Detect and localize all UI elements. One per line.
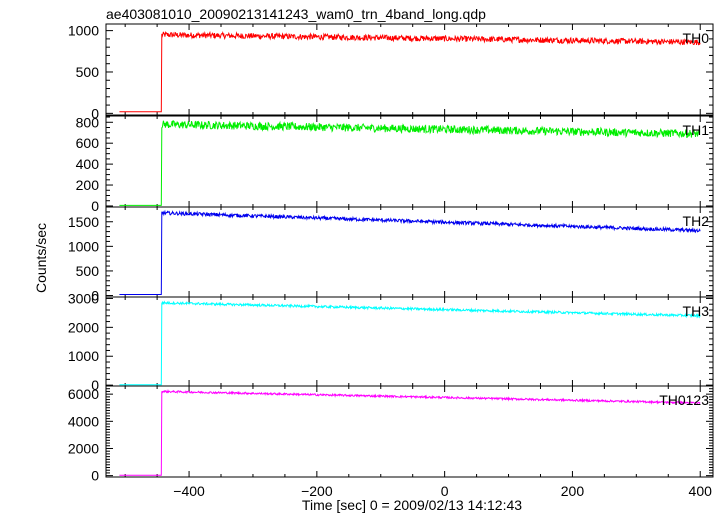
series-line-th0 (119, 30, 701, 113)
series-line-th0123 (119, 389, 701, 476)
panel-label: TH2 (683, 213, 710, 229)
y-tick-label: 0 (91, 288, 99, 304)
x-tick-label: 400 (689, 483, 713, 499)
y-tick-label: 800 (76, 114, 100, 130)
y-tick-label: 500 (76, 64, 100, 80)
panel-th2: 0 500 1000 1500 TH2 (68, 206, 714, 304)
series-line-th2 (119, 209, 701, 295)
panel-th1: 0 200 400 600 800 TH1 (76, 114, 714, 214)
y-axis-label: Counts/sec (33, 223, 49, 293)
x-tick-label: −200 (301, 483, 333, 499)
y-tick-label: 1000 (68, 348, 99, 364)
x-tick-label: 0 (441, 483, 449, 499)
x-axis-label: Time [sec] 0 = 2009/02/13 14:12:43 (302, 497, 522, 513)
x-tick-label: 200 (561, 483, 585, 499)
y-tick-label: 1000 (68, 23, 99, 39)
panel-frame (105, 296, 714, 387)
y-tick-label: 0 (91, 468, 99, 484)
panel-frame (105, 385, 714, 478)
chart-title: ae403081010_20090213141243_wam0_trn_4ban… (106, 6, 486, 22)
y-tick-label: 500 (76, 263, 100, 279)
panel-label: TH0123 (659, 392, 709, 408)
y-tick-label: 2000 (68, 319, 99, 335)
y-tick-label: 0 (91, 105, 99, 121)
y-tick-label: 6000 (68, 386, 99, 402)
panel-th0123: 0 2000 4000 6000 TH0123 (68, 385, 714, 484)
y-tick-label: 1000 (68, 238, 99, 254)
x-tick-label: −400 (173, 483, 205, 499)
y-tick-label: 4000 (68, 413, 99, 429)
panel-label: TH1 (683, 122, 710, 138)
y-tick-label: 600 (76, 135, 100, 151)
y-tick-label: 400 (76, 156, 100, 172)
series-line-th1 (119, 119, 701, 206)
series-line-th3 (119, 300, 701, 386)
y-tick-label: 200 (76, 177, 100, 193)
y-tick-label: 2000 (68, 440, 99, 456)
y-tick-label: 0 (91, 377, 99, 393)
y-tick-label: 1500 (68, 214, 99, 230)
y-tick-label: 3000 (68, 290, 99, 306)
y-tick-label: 0 (91, 198, 99, 214)
panels-group: 0 500 1000 TH0 0 200 400 600 800 TH1 0 500 1000 1500 T… (68, 23, 714, 499)
panel-label: TH3 (683, 303, 710, 319)
panel-th3: 0 1000 2000 3000 TH3 (68, 290, 714, 393)
panel-frame (105, 23, 714, 116)
panel-label: TH0 (683, 30, 710, 46)
panel-th0: 0 500 1000 TH0 (68, 23, 714, 121)
